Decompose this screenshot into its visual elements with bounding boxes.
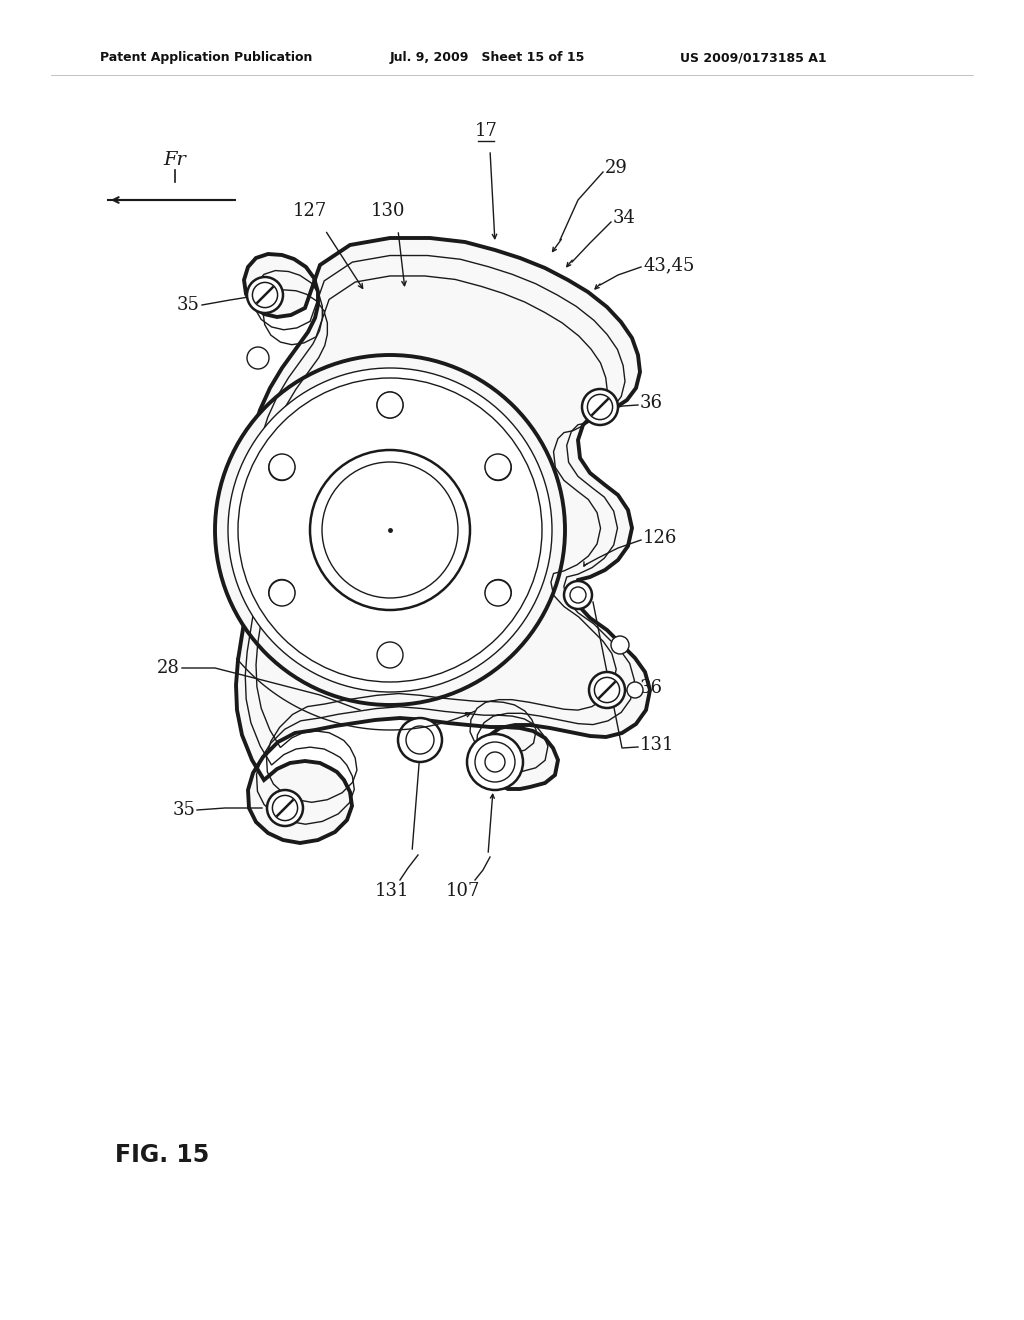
Text: 17: 17 xyxy=(474,121,498,140)
Circle shape xyxy=(252,282,278,308)
Text: 36: 36 xyxy=(640,678,663,697)
Circle shape xyxy=(406,726,434,754)
Text: 107: 107 xyxy=(445,882,480,900)
Circle shape xyxy=(267,789,303,826)
Circle shape xyxy=(247,277,283,313)
Text: 131: 131 xyxy=(640,737,675,754)
Circle shape xyxy=(247,347,269,370)
Circle shape xyxy=(588,395,612,420)
Circle shape xyxy=(269,454,295,480)
Text: 34: 34 xyxy=(613,209,636,227)
Circle shape xyxy=(377,392,403,418)
Circle shape xyxy=(589,672,625,708)
Circle shape xyxy=(485,454,511,480)
Circle shape xyxy=(627,682,643,698)
Text: US 2009/0173185 A1: US 2009/0173185 A1 xyxy=(680,51,826,65)
Text: 130: 130 xyxy=(371,202,406,220)
Circle shape xyxy=(268,579,295,606)
Circle shape xyxy=(485,579,511,606)
Text: 131: 131 xyxy=(375,882,410,900)
Text: FIG. 15: FIG. 15 xyxy=(115,1143,209,1167)
Circle shape xyxy=(485,454,511,480)
Text: Patent Application Publication: Patent Application Publication xyxy=(100,51,312,65)
Circle shape xyxy=(594,677,620,702)
Circle shape xyxy=(611,636,629,653)
Text: 36: 36 xyxy=(640,393,663,412)
Circle shape xyxy=(268,454,295,480)
Text: 43,45: 43,45 xyxy=(643,256,694,275)
Circle shape xyxy=(310,450,470,610)
Circle shape xyxy=(377,392,403,418)
Circle shape xyxy=(564,581,592,609)
Circle shape xyxy=(485,752,505,772)
Circle shape xyxy=(215,355,565,705)
Circle shape xyxy=(238,378,542,682)
Circle shape xyxy=(272,796,298,821)
Text: 126: 126 xyxy=(643,529,677,546)
Circle shape xyxy=(475,742,515,781)
Circle shape xyxy=(570,587,586,603)
Circle shape xyxy=(398,718,442,762)
Circle shape xyxy=(322,462,458,598)
Circle shape xyxy=(467,734,523,789)
Circle shape xyxy=(582,389,618,425)
Text: 35: 35 xyxy=(172,801,195,818)
Text: 29: 29 xyxy=(605,158,628,177)
Polygon shape xyxy=(236,238,650,843)
Circle shape xyxy=(269,579,295,606)
Circle shape xyxy=(485,579,511,606)
Circle shape xyxy=(228,368,552,692)
Text: 28: 28 xyxy=(157,659,180,677)
Circle shape xyxy=(377,642,403,668)
Text: 127: 127 xyxy=(293,202,327,220)
Text: Fr: Fr xyxy=(164,150,186,169)
Text: Jul. 9, 2009   Sheet 15 of 15: Jul. 9, 2009 Sheet 15 of 15 xyxy=(390,51,586,65)
Text: 35: 35 xyxy=(177,296,200,314)
